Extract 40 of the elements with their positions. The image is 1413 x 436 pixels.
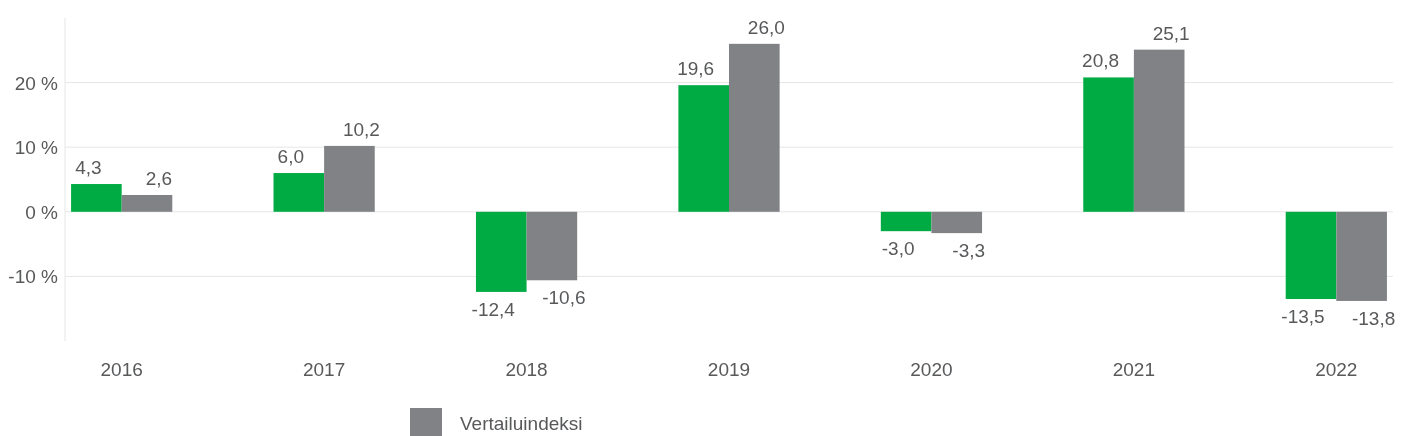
bar [729, 43, 780, 212]
bar [1133, 49, 1185, 212]
bar [526, 211, 578, 281]
y-tick-label: 0 % [25, 201, 59, 223]
x-tick-label: 2018 [505, 359, 548, 380]
x-tick-label: 2016 [100, 359, 143, 380]
data-label: 6,0 [277, 146, 305, 168]
bar [324, 145, 375, 212]
x-tick-label: 2021 [1112, 359, 1156, 380]
data-label: 4,3 [75, 157, 102, 179]
bar [273, 173, 325, 212]
y-tick-label: -10 % [8, 266, 59, 288]
data-label: -3,3 [952, 240, 986, 262]
data-label: -10,6 [542, 287, 586, 309]
data-label: 10,2 [342, 118, 380, 140]
bar [121, 195, 173, 212]
data-label: -12,4 [471, 298, 516, 320]
x-tick-label: 2020 [910, 359, 953, 380]
bar [678, 85, 729, 212]
bar [1336, 211, 1387, 301]
x-tick-label: 2019 [707, 359, 751, 380]
bar [1083, 77, 1134, 212]
data-label: 20,8 [1082, 50, 1120, 72]
data-label: -13,5 [1281, 306, 1325, 328]
data-label: 19,6 [677, 58, 715, 80]
data-label: -3,0 [881, 238, 915, 260]
y-tick-label: 20 % [14, 72, 59, 94]
y-tick-label: 10 % [14, 137, 59, 159]
bar [71, 184, 122, 212]
bar [931, 211, 983, 234]
data-label: -13,8 [1351, 307, 1396, 329]
bar [475, 211, 527, 292]
legend-label: Vertailuindeksi [460, 413, 583, 434]
x-tick-label: 2022 [1315, 359, 1358, 380]
bar [880, 211, 932, 232]
x-tick-label: 2017 [302, 359, 346, 380]
data-label: 26,0 [747, 16, 785, 38]
data-label: 2,6 [145, 168, 173, 189]
data-label: 25,1 [1152, 22, 1190, 44]
bar [1285, 211, 1337, 300]
